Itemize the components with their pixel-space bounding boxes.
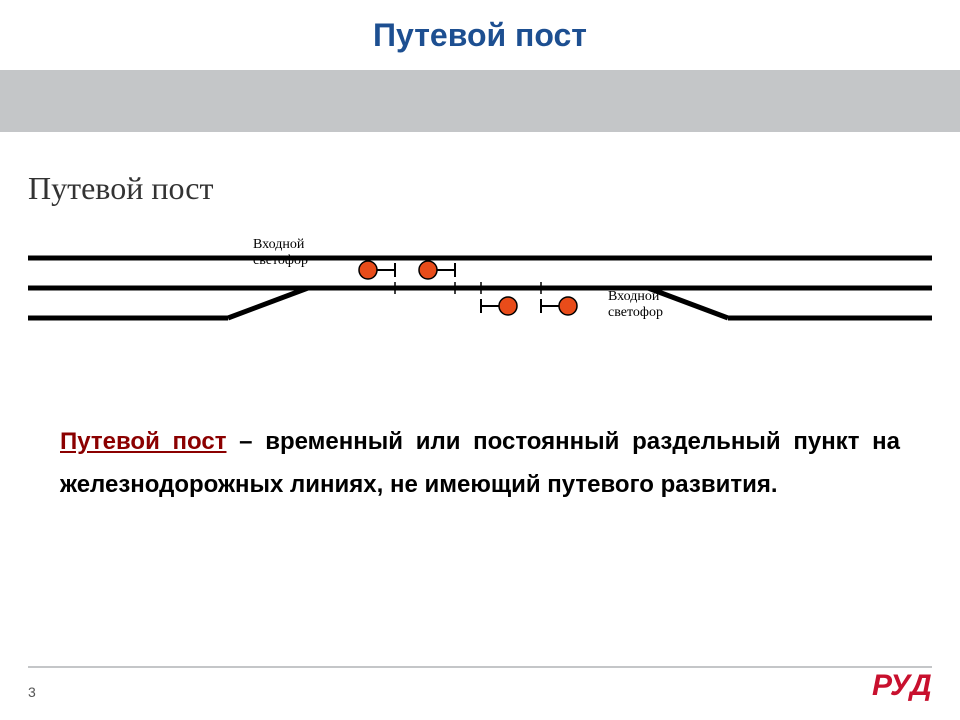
footer-divider — [28, 666, 932, 668]
slide-title: Путевой пост — [373, 17, 587, 54]
svg-text:светофор: светофор — [608, 305, 663, 320]
svg-text:Входной: Входной — [608, 289, 660, 304]
definition-text: Путевой пост – временный или постоянный … — [60, 420, 900, 506]
page-number: 3 — [28, 684, 36, 700]
title-bar: Путевой пост — [0, 0, 960, 70]
railway-diagram: ВходнойсветофорВходнойсветофор — [28, 230, 932, 360]
section-subtitle: Путевой пост — [28, 170, 213, 207]
svg-text:светофор: светофор — [253, 253, 308, 268]
gray-band — [0, 70, 960, 132]
slide: Путевой пост Путевой пост Входнойсветофо… — [0, 0, 960, 720]
definition-term: Путевой пост — [60, 428, 226, 455]
svg-text:Входной: Входной — [253, 237, 305, 252]
rzd-logo: P У Д — [872, 669, 932, 708]
svg-text:Д: Д — [907, 669, 931, 701]
